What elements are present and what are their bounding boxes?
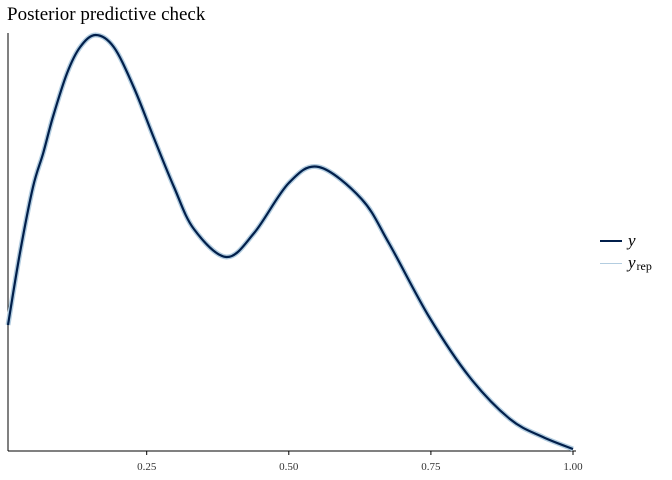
x-tick-label: 0.50 (279, 461, 299, 473)
x-tick-label: 0.25 (137, 461, 157, 473)
series-line-y-rep (5, 32, 574, 452)
series-line-y (6, 33, 574, 451)
legend-swatch-yrep (600, 262, 622, 264)
legend-label-yrep-subscript: rep (636, 258, 652, 273)
legend: y y rep (600, 230, 652, 274)
chart-title: Posterior predictive check (7, 4, 206, 25)
legend-label-y: y (628, 231, 636, 250)
x-tick-label: 1.00 (563, 461, 583, 473)
legend-swatch-y (600, 240, 622, 242)
legend-item-yrep: y rep (600, 252, 652, 274)
legend-item-y: y (600, 230, 652, 252)
legend-label-yrep: y (628, 253, 636, 272)
x-tick-label: 0.75 (421, 461, 441, 473)
